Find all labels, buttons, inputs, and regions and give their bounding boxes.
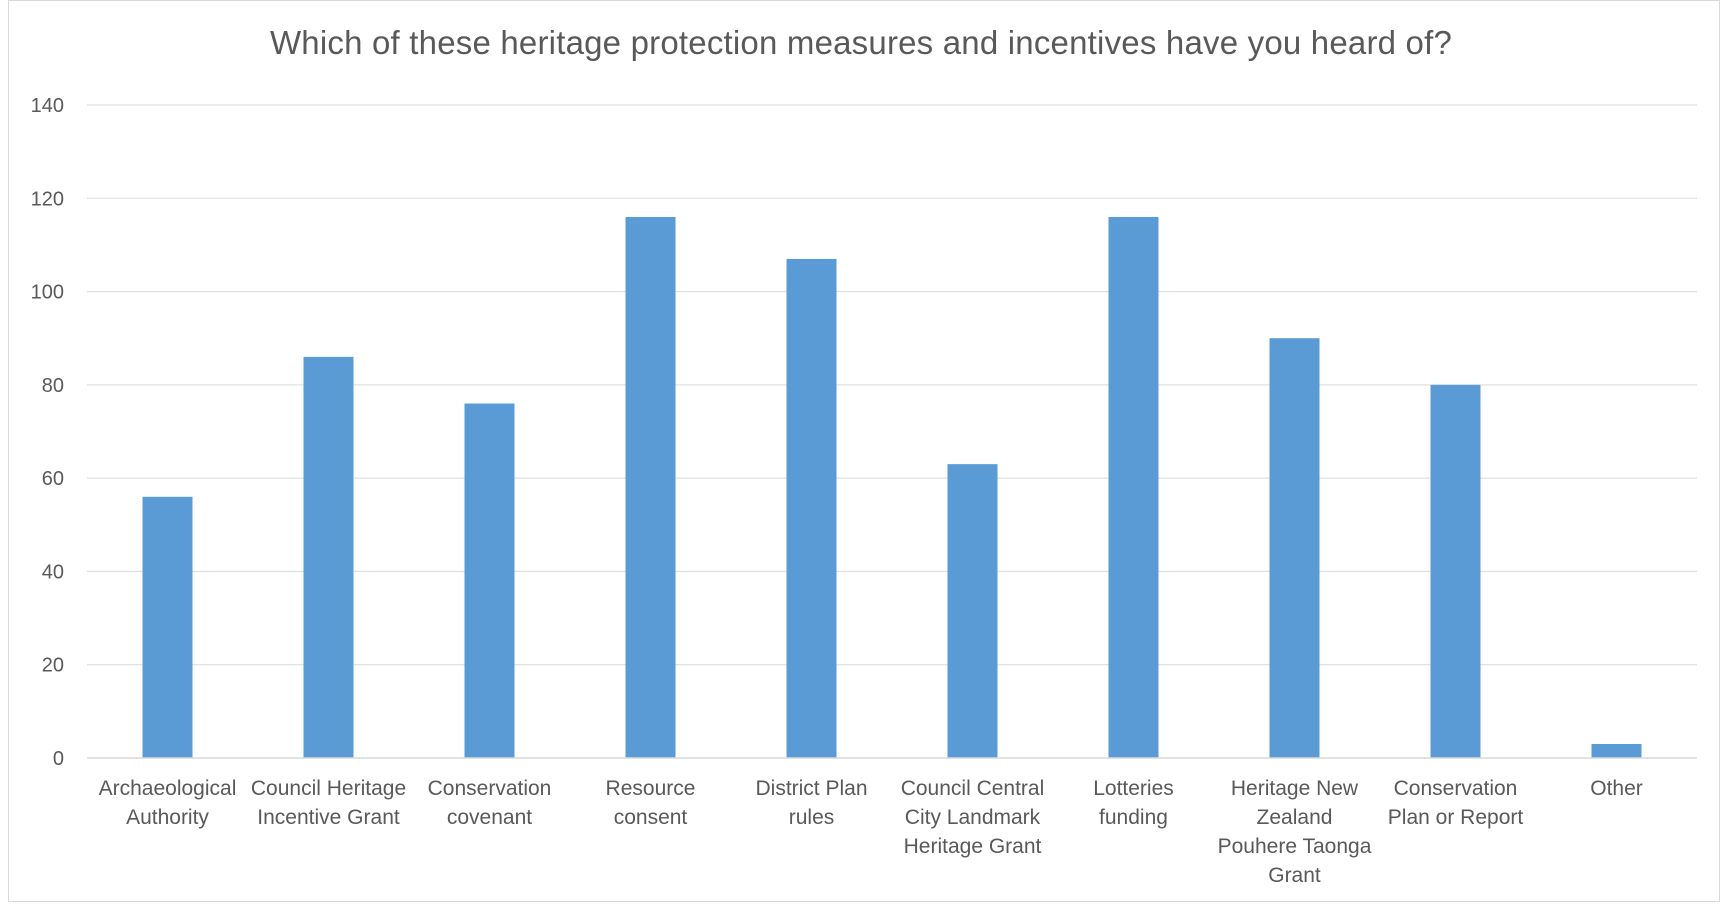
x-tick-label: Council Heritage Incentive Grant	[251, 777, 406, 829]
x-tick-label: Council Central City Landmark Heritage Gra…	[901, 777, 1045, 858]
x-tick-label: Other	[1590, 777, 1643, 800]
y-tick-label: 100	[31, 282, 64, 304]
bar	[464, 403, 515, 758]
x-tick-label-line: consent	[614, 806, 688, 829]
x-tick-label-line: Council Heritage	[251, 777, 406, 800]
x-tick-label-line: Heritage Grant	[904, 835, 1042, 858]
x-tick-label-line: Zealand	[1257, 806, 1333, 829]
y-tick-label: 60	[42, 468, 64, 490]
x-tick-label-line: Resource	[606, 777, 696, 800]
bar	[303, 356, 354, 758]
x-tick-label: District Plan rules	[755, 777, 867, 829]
x-tick-label: Resource consent	[606, 777, 696, 829]
x-tick-label-line: rules	[789, 806, 835, 829]
bar	[1108, 216, 1159, 758]
x-tick-label: Heritage New Zealand Pouhere Taonga Grant	[1218, 777, 1372, 887]
x-tick-label-line: Council Central	[901, 777, 1045, 800]
x-tick-label: Archaeological Authority	[99, 777, 237, 829]
y-tick-label: 20	[42, 655, 64, 677]
y-tick-label: 140	[31, 95, 64, 117]
x-tick-label-line: Authority	[126, 806, 209, 829]
bars	[142, 216, 1642, 758]
x-tick-label-line: Plan or Report	[1388, 806, 1524, 829]
y-tick-label: 120	[31, 188, 64, 210]
x-tick-label: Lotteries funding	[1093, 777, 1174, 829]
y-tick-label: 40	[42, 561, 64, 583]
x-tick-label-line: District Plan	[755, 777, 867, 800]
x-tick-label-line: Conservation	[1394, 777, 1518, 800]
bar	[947, 464, 998, 758]
bar	[1591, 744, 1642, 758]
x-tick-label-line: Archaeological	[99, 777, 237, 800]
x-tick-label-line: Conservation	[428, 777, 552, 800]
x-tick-label-line: City Landmark	[905, 806, 1041, 829]
x-tick-label-line: Grant	[1268, 864, 1321, 887]
x-tick-label-line: Pouhere Taonga	[1218, 835, 1372, 858]
bar	[142, 496, 193, 758]
chart-title: Which of these heritage protection measu…	[269, 24, 1453, 61]
gridlines	[87, 104, 1697, 666]
y-axis-ticks: 0 20 40 60 80 100 120 140	[31, 95, 64, 770]
bar	[1269, 338, 1320, 758]
y-tick-label: 80	[42, 375, 64, 397]
x-tick-label-line: funding	[1099, 806, 1168, 829]
x-tick-label-line: covenant	[447, 806, 532, 829]
y-tick-label: 0	[53, 748, 64, 770]
x-tick-label-line: Incentive Grant	[257, 806, 400, 829]
x-tick-label: Conservation Plan or Report	[1388, 777, 1524, 829]
bar	[1430, 384, 1481, 758]
x-tick-label-line: Other	[1590, 777, 1643, 800]
x-tick-label: Conservation covenant	[428, 777, 552, 829]
x-axis-labels: Archaeological Authority Council Heritage I…	[99, 777, 1643, 887]
bar	[625, 216, 676, 758]
x-tick-label-line: Heritage New	[1231, 777, 1359, 800]
x-tick-label-line: Lotteries	[1093, 777, 1174, 800]
bar	[786, 258, 837, 758]
